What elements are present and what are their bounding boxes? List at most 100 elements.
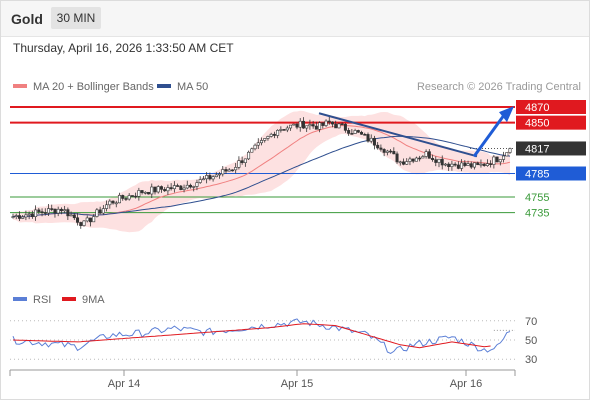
candle-body — [43, 212, 47, 214]
bollinger-band-area — [13, 110, 510, 233]
timeframe-button[interactable]: 30 MIN — [51, 7, 101, 29]
candle-body — [469, 163, 473, 168]
candle-body — [385, 150, 389, 153]
candle-body — [124, 198, 128, 200]
legend-swatch — [157, 84, 171, 88]
level-label-4850: 4850 — [525, 118, 549, 130]
candle-body — [269, 133, 273, 137]
candle-body — [489, 163, 493, 165]
candle-body — [14, 215, 18, 217]
candle-body — [27, 213, 31, 216]
timestamp: Thursday, April 16, 2026 1:33:50 AM CET — [13, 41, 234, 55]
candle-body — [127, 195, 131, 200]
candle-body — [88, 217, 92, 223]
rsi-tick-50: 50 — [525, 335, 537, 347]
candle-body — [105, 204, 109, 209]
candle-body — [230, 169, 234, 172]
candle-body — [201, 178, 205, 181]
rsi-tick-30: 30 — [525, 354, 537, 366]
candle-body — [140, 190, 144, 193]
candle-body — [34, 209, 38, 217]
candle-body — [363, 134, 367, 136]
rsi-legend-label: RSI — [33, 294, 51, 306]
candle-body — [53, 208, 57, 214]
candle-body — [59, 208, 63, 212]
candle-body — [282, 129, 286, 131]
candle-body — [392, 151, 396, 155]
candle-body — [476, 162, 480, 166]
candle-body — [382, 149, 386, 153]
candle-body — [292, 123, 296, 126]
level-label-4785: 4785 — [525, 169, 549, 181]
candle-body — [272, 133, 276, 136]
candle-body — [337, 123, 341, 129]
level-box-4785 — [516, 166, 586, 181]
candle-body — [460, 162, 464, 169]
rsi-legend-label: 9MA — [82, 294, 105, 306]
candle-body — [211, 176, 215, 180]
legend-swatch — [13, 84, 27, 88]
candle-body — [485, 163, 489, 166]
symbol-title: Gold — [11, 11, 43, 27]
candle-body — [56, 208, 60, 214]
candle-body — [250, 148, 254, 153]
candle-body — [330, 121, 334, 125]
candle-body — [234, 167, 238, 171]
candle-body — [134, 195, 138, 198]
candle-body — [111, 200, 115, 204]
candle-body — [298, 120, 302, 128]
candle-body — [343, 123, 347, 131]
level-label-4817: 4817 — [525, 143, 549, 155]
candle-body — [72, 214, 76, 219]
x-tick-label: Apr 16 — [450, 378, 482, 390]
candle-body — [389, 150, 393, 153]
level-label-4870: 4870 — [525, 102, 549, 114]
candle-body — [256, 142, 260, 146]
candle-body — [502, 155, 506, 160]
candle-body — [450, 163, 454, 168]
candle-body — [118, 195, 122, 204]
candle-body — [353, 130, 357, 134]
candle-body — [305, 125, 309, 129]
candle-body — [453, 163, 457, 166]
candle-body — [114, 202, 118, 205]
candle-body — [437, 158, 441, 163]
candle-body — [208, 175, 212, 180]
candle-body — [221, 169, 225, 175]
candle-body — [482, 163, 486, 166]
candle-body — [95, 209, 99, 217]
candle-body — [69, 214, 73, 217]
candle-body — [411, 158, 415, 162]
candle-body — [147, 191, 151, 195]
level-box-4817 — [516, 141, 586, 156]
level-label-4735: 4735 — [525, 208, 549, 220]
candle-body — [63, 209, 67, 212]
candle-body — [347, 130, 351, 134]
x-tick-label: Apr 14 — [108, 378, 140, 390]
candle-body — [443, 163, 447, 166]
rsi-legend-swatch — [62, 297, 76, 301]
candle-body — [456, 164, 460, 169]
rsi-ma-line — [12, 323, 491, 349]
candle-body — [424, 151, 428, 157]
candle-body — [98, 209, 102, 214]
legend-label: MA 50 — [177, 81, 208, 93]
candle-body — [289, 124, 293, 129]
candle-body — [427, 151, 431, 159]
candle-body — [224, 169, 228, 172]
candle-body — [24, 214, 28, 218]
candle-body — [17, 215, 21, 219]
level-box-4870 — [516, 100, 586, 114]
candle-body — [279, 129, 283, 131]
candle-body — [253, 144, 257, 150]
projection-arrow-head — [499, 106, 514, 123]
candle-body — [369, 137, 373, 142]
candle-body — [182, 187, 186, 190]
rsi-legend-swatch — [13, 297, 27, 301]
candle-body — [440, 158, 444, 166]
candle-body — [130, 195, 134, 197]
candle-body — [237, 160, 241, 168]
candle-body — [376, 144, 380, 149]
candle-body — [169, 187, 173, 190]
